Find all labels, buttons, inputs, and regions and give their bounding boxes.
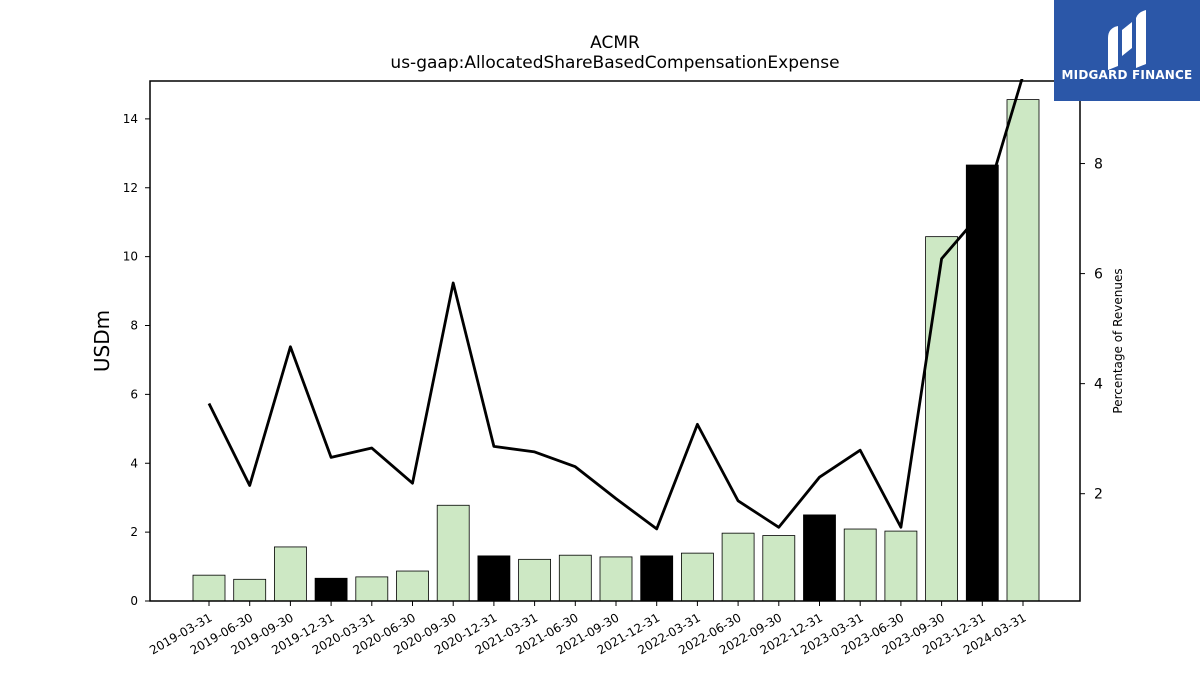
brand-name: MIDGARD FINANCE — [1061, 68, 1193, 82]
bar-2022-12-31 — [803, 514, 836, 602]
y-tick-label: 12 — [123, 181, 138, 195]
midgard-logo-icon — [1108, 10, 1146, 70]
y-tick-label: 10 — [123, 250, 138, 264]
bar-2022-06-30 — [721, 532, 755, 602]
line-layer — [207, 79, 1024, 531]
bar-2023-09-30 — [925, 236, 958, 602]
y-axis-label: USDm — [90, 310, 114, 372]
bar-2023-12-31 — [965, 164, 999, 602]
bar-2020-03-31 — [355, 576, 389, 602]
bar-2023-06-30 — [884, 530, 918, 602]
bar-2021-09-30 — [599, 556, 633, 602]
brand-logo: MIDGARD FINANCE — [1054, 0, 1200, 101]
y2-tick-label: 2 — [1094, 487, 1103, 503]
bar-2019-12-31 — [314, 577, 348, 602]
bar-2021-03-31 — [518, 558, 551, 602]
chart-title: ACMR — [590, 33, 640, 53]
plot-frame — [149, 80, 1081, 602]
bar-2024-03-31 — [1006, 99, 1040, 602]
y-tick-label: 6 — [130, 387, 138, 401]
bar-2019-03-31 — [192, 574, 226, 602]
y2-tick-label: 6 — [1094, 267, 1103, 283]
y-tick-label: 4 — [130, 456, 138, 470]
y2-tick-label: 4 — [1094, 377, 1103, 393]
bar-2022-09-30 — [762, 535, 796, 602]
revenue-pct-line — [207, 79, 1024, 531]
bar-2020-12-31 — [477, 555, 511, 602]
bar-2021-12-31 — [640, 555, 674, 602]
y-tick-label: 14 — [123, 112, 138, 126]
bar-2022-03-31 — [681, 552, 714, 602]
bar-2020-06-30 — [396, 570, 429, 602]
y2-tick-label: 8 — [1094, 157, 1103, 173]
bar-2020-09-30 — [436, 504, 470, 602]
y-tick-label: 8 — [130, 319, 138, 333]
bar-2019-09-30 — [273, 546, 307, 602]
bar-2023-03-31 — [843, 528, 877, 602]
bar-2019-06-30 — [233, 578, 267, 602]
y-tick-label: 0 — [130, 594, 138, 608]
y-tick-label: 2 — [130, 525, 138, 539]
y2-axis-label: Percentage of Revenues — [1111, 268, 1125, 413]
bar-2021-06-30 — [558, 554, 592, 602]
bars-layer — [192, 99, 1040, 602]
chart-subtitle: us-gaap:AllocatedShareBasedCompensationE… — [390, 53, 839, 73]
